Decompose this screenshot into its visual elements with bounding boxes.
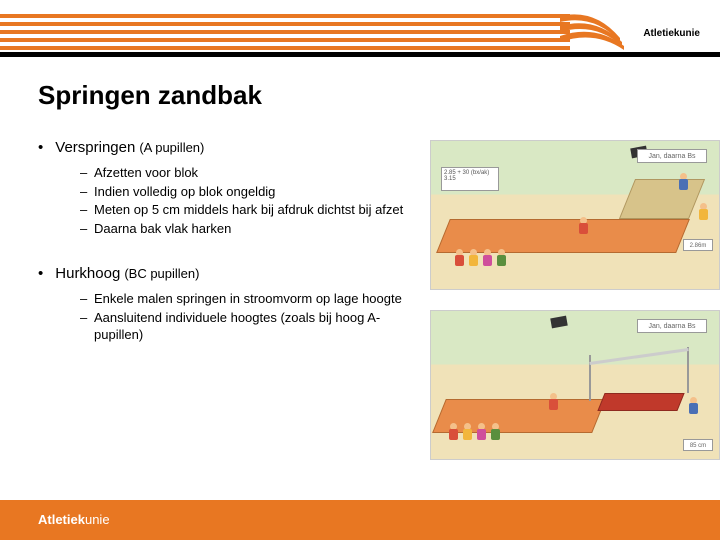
list-item: Afzetten voor blok xyxy=(80,164,418,182)
name-tag: Jan, daarna Bs xyxy=(637,149,707,163)
sublist: Afzetten voor blok Indien volledig op bl… xyxy=(80,164,418,237)
cap-icon xyxy=(550,316,567,329)
brand-name: Atletiekunie xyxy=(643,28,700,39)
page-title: Springen zandbak xyxy=(38,80,418,111)
distance-tag: 85 cm xyxy=(683,439,713,451)
list-item: Aansluitend individuele hoogtes (zoals b… xyxy=(80,309,418,344)
footer-bar: Atletiekunie xyxy=(0,500,720,540)
list-item: Daarna bak vlak harken xyxy=(80,220,418,238)
list-item: Indien volledig op blok ongeldig xyxy=(80,183,418,201)
measure-tag: 2.85 + 30 (bx/ak) 3.15 xyxy=(441,167,499,191)
header-stripes xyxy=(0,14,570,54)
illustration-column: Jan, daarna Bs 2.85 + 30 (bx/ak) 3.15 2.… xyxy=(430,140,720,480)
highjump-mat xyxy=(597,393,684,411)
footer-brand-thin: unie xyxy=(85,512,110,527)
section-heading: Hurkhoog xyxy=(55,265,120,282)
sublist: Enkele malen springen in stroomvorm op l… xyxy=(80,290,418,344)
list-item: Enkele malen springen in stroomvorm op l… xyxy=(80,290,418,308)
logo-swoosh-icon xyxy=(560,8,630,53)
footer-brand-bold: Atletiek xyxy=(38,512,85,527)
section-verspringen: • Verspringen (A pupillen) Afzetten voor… xyxy=(38,139,418,237)
list-item: Meten op 5 cm middels hark bij afdruk di… xyxy=(80,201,418,219)
track-lane xyxy=(432,399,606,433)
distance-tag: 2.86m xyxy=(683,239,713,251)
section-heading: Verspringen xyxy=(55,139,135,156)
bullet-icon: • xyxy=(38,139,43,156)
section-subtitle: (A pupillen) xyxy=(139,140,204,155)
header-divider xyxy=(0,52,720,57)
section-subtitle: (BC pupillen) xyxy=(124,266,199,281)
content-area: Springen zandbak • Verspringen (A pupill… xyxy=(38,80,418,372)
name-tag: Jan, daarna Bs xyxy=(637,319,707,333)
track-lane xyxy=(436,219,690,253)
highjump-bar xyxy=(589,348,688,365)
section-hurkhoog: • Hurkhoog (BC pupillen) Enkele malen sp… xyxy=(38,265,418,344)
illustration-longjump: Jan, daarna Bs 2.85 + 30 (bx/ak) 3.15 2.… xyxy=(430,140,720,290)
illustration-highjump: Jan, daarna Bs 85 cm xyxy=(430,310,720,460)
sand-pit xyxy=(619,179,705,219)
highjump-pole xyxy=(687,347,689,393)
bullet-icon: • xyxy=(38,265,43,282)
